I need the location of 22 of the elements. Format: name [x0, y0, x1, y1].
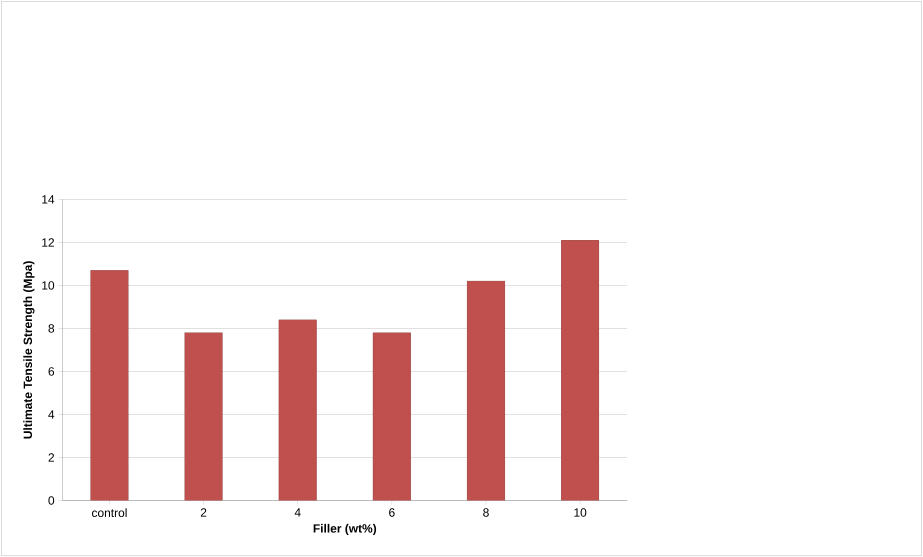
x-tick-label: 2 — [200, 508, 206, 517]
y-tick-label: 0 — [48, 496, 54, 505]
y-tick-label: 12 — [42, 238, 54, 246]
y-tick-label: 6 — [48, 367, 54, 376]
bar — [561, 240, 600, 500]
bar — [278, 320, 317, 500]
x-axis-title: Filler (wt%) — [314, 524, 376, 535]
y-tick-label: 2 — [48, 453, 54, 462]
y-axis-title: Ultimate Tensile Strength (Mpa) — [23, 261, 34, 438]
x-tick-label: 4 — [294, 508, 301, 516]
y-tick-label: 10 — [42, 281, 54, 290]
x-tick-label: 8 — [483, 508, 489, 517]
x-tick-label: 6 — [389, 508, 395, 517]
x-tick-label: control — [92, 508, 127, 517]
y-tick-label: 4 — [48, 410, 54, 418]
bar — [466, 280, 506, 500]
y-tick-label: 14 — [42, 195, 54, 204]
bar — [372, 332, 411, 500]
bar — [184, 332, 223, 500]
y-tick-label: 8 — [48, 324, 54, 333]
bar — [90, 270, 128, 500]
x-tick-label: 10 — [574, 508, 586, 517]
